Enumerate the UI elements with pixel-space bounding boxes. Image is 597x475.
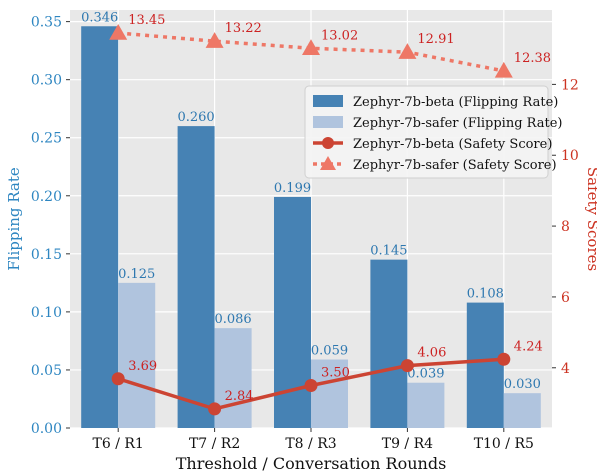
line-value-label: 13.02 [321,28,358,43]
legend-swatch [313,95,343,107]
line-point [304,378,318,392]
left-tick-label: 0.05 [31,363,62,379]
line-value-label: 13.45 [128,13,165,28]
right-tick-label: 8 [561,219,570,235]
line-point [302,39,320,56]
bar [81,26,119,429]
bar [118,282,156,428]
line-value-label: 3.69 [128,359,157,374]
line-point [398,43,417,59]
line-point [494,61,513,78]
line-value-label: 4.24 [514,339,543,354]
axes-layer: 0.00 0.05 0.10 0.15 0.20 0.25 0.30 0.35 4 6 8 10 12 T… [31,15,579,452]
bar [214,328,252,428]
line-value-label: 4.06 [417,346,446,361]
right-y-axis-title: Safety Scores [584,167,597,271]
x-tick-label: T6 / R1 [93,436,144,452]
line-value-label: 12.38 [514,51,551,66]
bar-value-label: 0.030 [504,377,541,392]
bar [407,382,445,428]
line-point [208,402,222,416]
right-tick-label: 4 [561,361,570,377]
legend-swatch [313,116,343,128]
line-point [205,32,224,48]
bar-value-label: 0.039 [407,367,444,382]
bar-value-label: 0.125 [118,267,155,282]
bar-value-label: 0.059 [311,343,348,358]
bar-value-label: 0.108 [467,287,504,302]
bar-value-label: 0.145 [370,244,407,259]
line-value-label: 12.91 [417,32,454,47]
legend-label: Zephyr-7b-beta (Safety Score) [353,137,552,152]
legend-label: Zephyr-7b-safer (Safety Score) [353,158,557,173]
left-tick-label: 0.25 [31,131,62,147]
line-value-label: 3.50 [321,365,350,380]
legend-label: Zephyr-7b-safer (Flipping Rate) [353,116,563,131]
left-tick-label: 0.35 [31,15,62,31]
bar-value-label: 0.086 [214,312,251,327]
bar [177,126,215,428]
legend-marker [320,156,336,170]
x-axis-title: Threshold / Conversation Rounds [176,454,447,473]
bar-value-label: 0.346 [81,10,118,25]
left-y-axis-title: Flipping Rate [5,167,23,271]
right-tick-label: 10 [561,148,579,164]
left-tick-label: 0.30 [31,73,62,89]
x-tick-label: T10 / R5 [474,436,534,452]
legend-marker [322,137,334,149]
line-point [109,24,128,40]
line-point [400,359,414,373]
line-point [497,352,511,366]
bar [503,393,541,428]
x-tick-label: T9 / R4 [382,436,433,452]
legend: Zephyr-7b-beta (Flipping Rate) Zephyr-7b-… [304,85,563,179]
legend-box [304,85,549,179]
lines-layer: 3.69 2.84 3.50 4.06 4.24 13.45 13.22 13.02 12.91… [109,13,551,416]
bar-value-label: 0.260 [177,110,214,125]
right-tick-label: 6 [561,290,570,306]
line-value-label: 13.22 [225,21,262,36]
bar-value-label: 0.199 [274,181,311,196]
bar [370,259,408,428]
legend-label: Zephyr-7b-beta (Flipping Rate) [353,95,558,110]
left-tick-label: 0.00 [31,421,62,437]
left-tick-label: 0.15 [31,247,62,263]
bar [311,359,348,428]
left-tick-label: 0.10 [31,305,62,321]
line-point [111,372,125,386]
left-tick-label: 0.20 [31,189,62,205]
bar-value-labels: 0.346 0.260 0.199 0.145 0.108 0.125 0.086 0.059… [81,10,541,392]
x-tick-label: T8 / R3 [285,436,336,452]
x-tick-label: T7 / R2 [189,436,240,452]
series-line [118,31,505,73]
bar [466,302,504,428]
right-tick-label: 12 [561,77,579,93]
bars-layer [81,26,541,429]
line-value-label: 2.84 [225,389,254,404]
